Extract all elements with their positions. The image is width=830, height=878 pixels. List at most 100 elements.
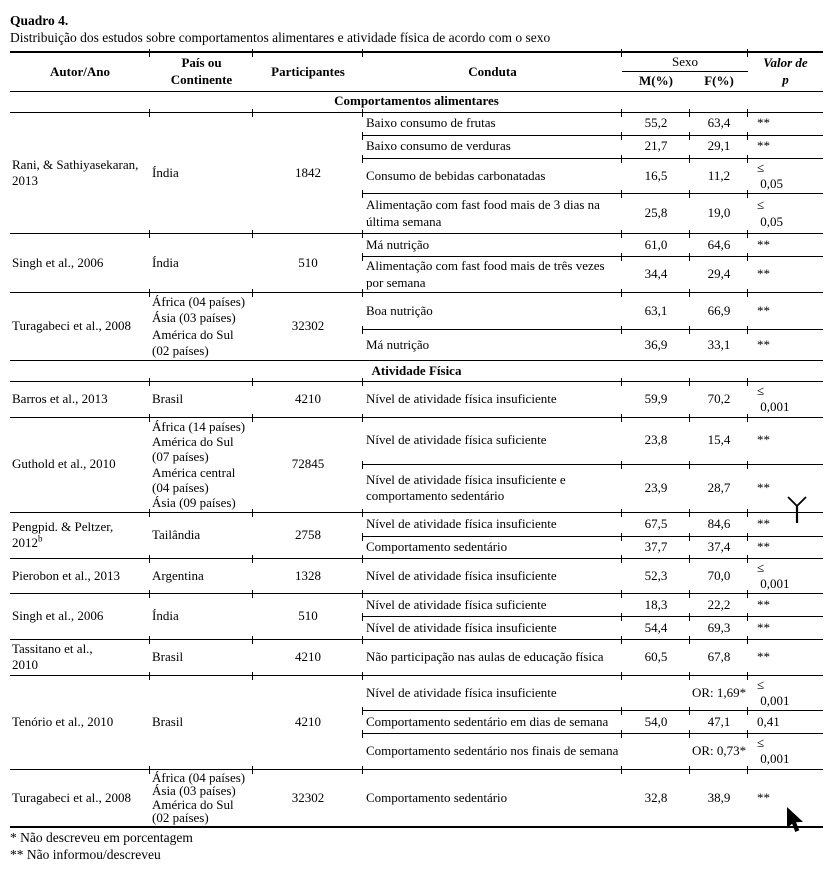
author-cell: Singh et al., 2006 xyxy=(10,233,150,293)
male-value-cell: 54,0 xyxy=(621,707,690,734)
text-line: 2010 xyxy=(12,657,38,673)
column-header-pvalue: Valor de p xyxy=(747,49,823,92)
participants-cell: 72845 xyxy=(252,414,363,512)
conduct-cell: Nível de atividade física insuficiente xyxy=(362,378,622,417)
table-row: Alimentação com fast food mais de três v… xyxy=(10,253,823,293)
conduct-cell: Má nutrição xyxy=(362,326,622,361)
table-row: Pierobon et al., 2013 Argentina 1328 Nív… xyxy=(10,555,823,594)
participants-cell: 1328 xyxy=(252,555,363,594)
footnotes: * Não descreveu em porcentagem ** Não in… xyxy=(10,830,830,864)
p-value-cell: ≤ 0,05 xyxy=(747,155,823,194)
conduct-cell: Comportamento sedentário nos finais de s… xyxy=(362,730,622,769)
female-value-cell: 11,2 xyxy=(689,155,748,194)
female-value-cell: 47,1 xyxy=(689,707,748,734)
footnote: ** Não informou/descreveu xyxy=(10,846,161,862)
male-value-cell: 55,2 xyxy=(621,109,690,135)
text-line: 2012b xyxy=(12,534,148,551)
country-cell: Brasil xyxy=(149,672,253,769)
section-header: Comportamentos alimentares xyxy=(10,90,823,113)
text-line: Turagabeci et al., 2008 xyxy=(12,789,132,805)
table-row: Comportamento sedentário 37,7 37,4 ** xyxy=(10,533,823,558)
conduct-cell: Nível de atividade física insuficiente xyxy=(362,555,622,594)
text-line: Tailândia xyxy=(152,526,201,542)
p-value-cell: ≤ 0,001 xyxy=(747,730,823,769)
table-row: Guthold et al., 2010 África (14 países) … xyxy=(10,414,823,512)
section-header: Atividade Física xyxy=(10,360,823,382)
conduct-cell: Alimentação com fast food mais de três v… xyxy=(362,253,622,293)
conduct-cell: Comportamento sedentário xyxy=(362,533,622,558)
country-cell: Argentina xyxy=(149,555,253,594)
p-value-cell: ** xyxy=(747,613,823,640)
table-row: Rani, & Sathiyasekaran, 2013 Índia 1842 … xyxy=(10,109,823,234)
text-line: Ásia (09 países) xyxy=(152,495,236,511)
country-cell: África (14 países) América do Sul (07 pa… xyxy=(149,414,253,512)
participants-cell: 32302 xyxy=(252,765,363,829)
table-subtitle: Distribuição dos estudos sobre comportam… xyxy=(10,29,551,45)
text-line: Brasil xyxy=(152,391,184,407)
table-title: Quadro 4. xyxy=(10,13,69,28)
female-value-cell: 63,4 xyxy=(689,109,748,135)
text-line: (02 países) xyxy=(152,342,209,358)
participants-cell: 4210 xyxy=(252,672,363,769)
male-value-cell: 63,1 xyxy=(621,289,690,330)
author-cell: Pengpid. & Peltzer, 2012b xyxy=(10,511,150,558)
female-value-cell: OR: 1,69* xyxy=(689,672,748,711)
text-line: Índia xyxy=(152,164,179,180)
column-header-sex: Sexo xyxy=(621,49,748,73)
text-line: Brasil xyxy=(152,713,184,729)
country-cell: Brasil xyxy=(149,378,253,417)
text-line: África (04 países) xyxy=(152,769,246,785)
p-value-cell: ** xyxy=(747,461,823,512)
column-header-author: Autor/Ano xyxy=(10,50,150,92)
text-line: Turagabeci et al., 2008 xyxy=(12,318,132,334)
column-header-country: País ou Continente xyxy=(149,49,253,92)
text-line: Índia xyxy=(152,254,179,270)
female-value-cell: 19,0 xyxy=(689,190,748,234)
female-value-cell: 69,3 xyxy=(689,613,748,640)
female-value-cell: 33,1 xyxy=(689,326,748,361)
studies-table: Autor/Ano País ou Continente Participant… xyxy=(10,49,823,829)
column-header-male: M(%) xyxy=(622,71,690,92)
p-value-cell: ** xyxy=(747,590,823,617)
text-line: Ásia (03 países) xyxy=(152,783,236,799)
text-line: Rani, & Sathiyasekaran, xyxy=(12,156,139,172)
p-value-cell: ** xyxy=(747,253,823,293)
conduct-cell: Nível de atividade física suficiente xyxy=(362,414,622,464)
male-value-cell: 25,8 xyxy=(621,190,690,234)
author-cell: Barros et al., 2013 xyxy=(10,381,150,417)
text-line: 2013 xyxy=(12,172,38,188)
text-line: Argentina xyxy=(152,567,204,583)
country-cell: Índia xyxy=(149,590,253,640)
conduct-cell: Alimentação com fast food mais de 3 dias… xyxy=(362,190,622,234)
pvalue-header-line: p xyxy=(782,71,789,87)
male-value-cell: 54,4 xyxy=(621,613,690,640)
author-cell: Rani, & Sathiyasekaran, 2013 xyxy=(10,111,150,234)
text-line: América do Sul xyxy=(152,433,234,449)
participants-cell: 4210 xyxy=(252,378,363,417)
male-value-cell: 37,7 xyxy=(621,533,690,558)
table-row: Turagabeci et al., 2008 África (04 paíse… xyxy=(10,765,823,829)
table-row: Tassitano et al., 2010 Brasil 4210 Não p… xyxy=(10,636,823,675)
female-value-cell: 29,1 xyxy=(689,132,748,158)
p-value-cell: ** xyxy=(747,230,823,257)
conduct-cell: Nível de atividade física insuficiente xyxy=(362,672,622,711)
male-value-cell: 23,9 xyxy=(621,461,690,512)
female-value-cell: 15,4 xyxy=(689,414,748,464)
column-header-female: F(%) xyxy=(690,71,748,92)
p-value-cell: ** xyxy=(747,326,823,361)
conduct-cell: Comportamento sedentário em dias de sema… xyxy=(362,707,622,734)
text-line: Guthold et al., 2010 xyxy=(12,456,116,472)
text-line: África (04 países) xyxy=(152,294,246,309)
table-row: Má nutrição 36,9 33,1 ** xyxy=(10,326,823,361)
male-value-cell: 59,9 xyxy=(621,378,690,417)
p-value-cell: 0,41 xyxy=(747,707,823,734)
male-value-cell: 34,4 xyxy=(621,253,690,293)
author-cell: Pierobon et al., 2013 xyxy=(10,557,150,594)
female-value-cell: 66,9 xyxy=(689,289,748,330)
p-value-cell: ** xyxy=(747,509,823,536)
conduct-cell: Baixo consumo de verduras xyxy=(362,132,622,158)
conduct-cell: Consumo de bebidas carbonatadas xyxy=(362,155,622,194)
p-value-cell: ≤ 0,05 xyxy=(747,190,823,234)
table-row: Baixo consumo de verduras 21,7 29,1 ** xyxy=(10,132,823,158)
table-row: Singh et al., 2006 Índia 510 Nível de at… xyxy=(10,590,823,640)
